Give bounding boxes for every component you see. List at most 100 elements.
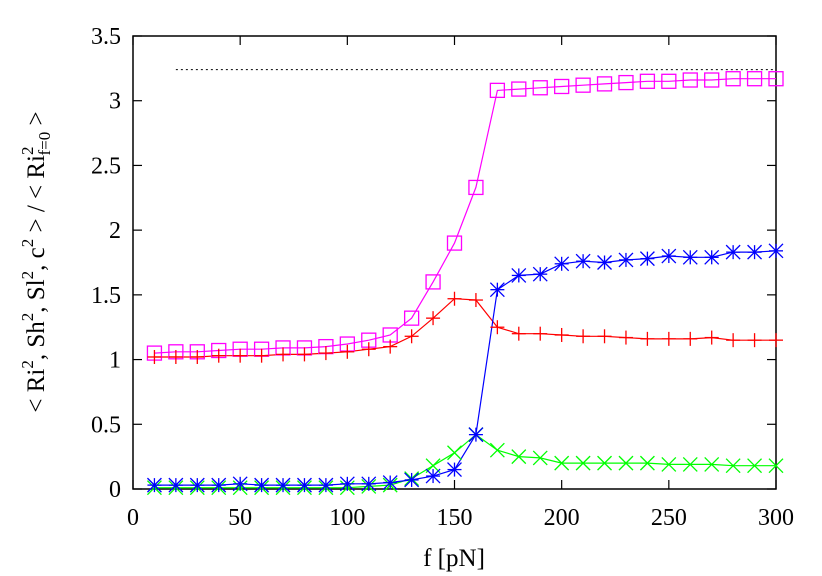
data-point-cross [425,458,441,474]
y-tick-labels: 0 0.5 1 1.5 2 2.5 3 3.5 [91,24,121,503]
asterisk-marker-d2 [146,477,162,493]
data-point-plus [404,329,419,344]
square-marker [746,71,763,87]
data-point-plus [190,349,205,364]
asterisk-marker-d2 [339,476,355,492]
asterisk-marker-d2 [661,248,677,264]
asterisk-marker-d2 [232,476,248,492]
asterisk-marker-d2 [382,475,398,490]
square-marker [725,71,741,87]
data-point-asterisk [447,462,462,478]
asterisk-marker-d2 [639,251,655,267]
data-point-asterisk [382,475,398,490]
x-axis-label: f [pN] [423,545,485,572]
y-axis-label: < Ri2, Sh2, Sl2, c2 > / < Ri2f=0 > [18,111,54,412]
data-point-asterisk [554,256,570,272]
data-point-cross [747,458,763,474]
x-tick-label: 100 [329,505,365,531]
square-marker [489,82,506,99]
data-point-asterisk [425,468,441,484]
data-point-asterisk [661,248,677,264]
y-label-part: > [23,111,50,131]
asterisk-marker-d2 [511,267,527,283]
data-point-cross [575,455,591,471]
data-point-asterisk [211,477,227,493]
asterisk-marker-d2 [489,282,505,298]
plot-frame [132,35,777,490]
series-line-cross [154,433,776,489]
y-label-sup: 2 [18,313,37,322]
data-point-square [725,71,741,87]
data-point-plus [211,348,226,363]
data-point-asterisk [232,476,248,492]
data-point-square [446,235,463,251]
data-point-asterisk [339,476,355,492]
data-point-cross [489,442,505,458]
cross-marker-b [554,455,570,471]
data-point-asterisk [468,427,484,443]
cross-marker-b [725,458,741,474]
data-point-square [661,73,677,89]
data-point-plus [683,331,698,346]
series-line-asterisk [154,250,777,486]
asterisk-marker-d2 [597,255,612,270]
y-tick-label: 1 [109,348,121,374]
data-point-square [425,274,441,290]
asterisk-marker-d2 [404,472,420,488]
y-label-sup: 2 [18,271,37,280]
asterisk-marker-d2 [618,252,634,268]
x-tick-label: 150 [437,505,473,531]
asterisk-marker-d2 [168,477,184,493]
data-point-plus [468,293,483,308]
cross-marker-b [532,450,548,466]
data-point-cross [597,455,612,471]
data-point-plus [640,331,655,346]
cross-marker-b [639,455,655,471]
data-point-asterisk [318,477,334,493]
data-point-plus [747,333,762,348]
series-line-square [154,78,776,354]
data-point-plus [318,346,333,361]
y-label-part: , Sl [23,279,50,312]
asterisk-marker-d2 [447,462,462,478]
square-marker [661,73,677,89]
cross-marker-b [597,455,612,471]
data-point-asterisk [747,244,763,260]
data-point-square [403,310,420,326]
data-point-asterisk [297,477,312,493]
x-tick-label: 0 [127,505,139,531]
cross-marker-b [618,455,634,471]
data-point-plus [297,347,312,362]
data-point-plus [383,339,398,354]
data-point-square [532,80,548,96]
data-point-asterisk [682,249,698,265]
data-point-square [489,82,506,99]
square-marker [682,72,698,88]
y-tick-label: 0.5 [91,412,121,438]
asterisk-marker-d2 [211,477,227,493]
data-point-asterisk [575,253,591,269]
y-tick-label: 2 [109,218,121,244]
data-point-square [746,71,763,87]
y-label-sup: 2 [18,360,37,369]
series-lines [154,78,777,489]
data-point-plus [426,311,441,326]
data-point-plus [233,348,248,363]
y-label-part: > / < Ri [23,155,50,239]
cross-marker-b [768,458,784,474]
data-point-cross [682,456,698,472]
x-tick-labels: 0 50 100 150 200 250 300 [127,505,794,531]
data-point-square [511,81,527,97]
data-point-asterisk [189,477,205,493]
data-point-plus [147,349,162,364]
square-marker [704,72,720,88]
square-marker [446,235,463,251]
y-label-sup: 2 [18,239,37,248]
data-point-square [554,78,570,95]
data-point-plus [254,348,269,363]
data-point-asterisk [404,472,420,488]
data-point-plus [554,327,569,342]
tick-marks [132,35,777,490]
data-point-square [618,74,634,91]
data-point-plus [576,329,591,344]
